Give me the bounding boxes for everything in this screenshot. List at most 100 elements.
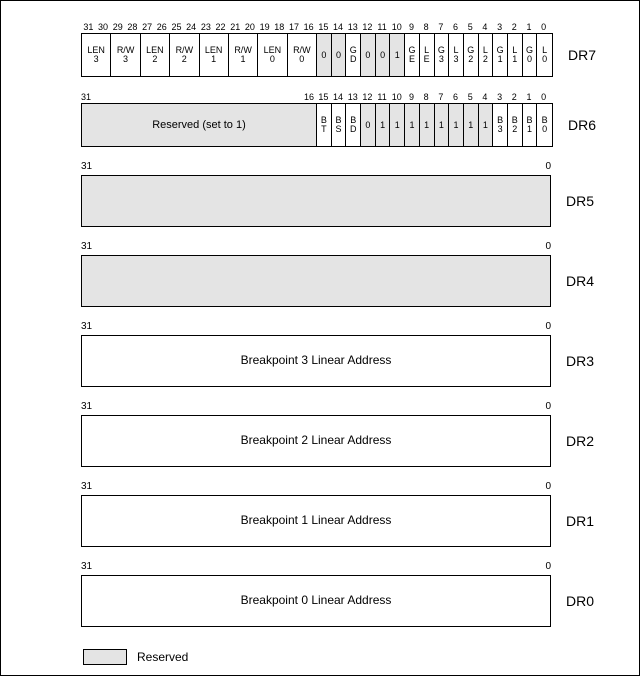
dr7-field: LEN0: [258, 34, 287, 76]
dr5-register: [81, 175, 551, 227]
register-label: Breakpoint 1 Linear Address: [82, 496, 550, 546]
dr7-field: LE: [420, 34, 435, 76]
dr6-field: 1: [435, 104, 450, 146]
bit-index: 0: [536, 21, 551, 33]
bit-index-range: 310: [81, 161, 551, 175]
bit-index: 2: [507, 21, 522, 33]
dr6-register: Reserved (set to 1)BTBSBD011111111B3B2B1…: [81, 103, 553, 147]
bit-index: 27: [140, 21, 155, 33]
dr6-field: 1: [449, 104, 464, 146]
dr6-field: 1: [420, 104, 435, 146]
dr7-field: 0: [376, 34, 391, 76]
bit-index: 15: [316, 91, 331, 103]
dr3-register: Breakpoint 3 Linear Address: [81, 335, 551, 387]
dr7-field: L1: [508, 34, 523, 76]
dr2-register: Breakpoint 2 Linear Address: [81, 415, 551, 467]
dr7-field: 1: [390, 34, 405, 76]
bit-index: 4: [478, 91, 493, 103]
bit-index: 5: [463, 91, 478, 103]
bit-index: 10: [389, 91, 404, 103]
bit-index: 12: [360, 91, 375, 103]
dr0-name: DR0: [551, 593, 601, 609]
bit-index: 19: [257, 21, 272, 33]
dr7-field: GD: [346, 34, 361, 76]
dr7-field: L0: [537, 34, 552, 76]
dr6-field: 1: [376, 104, 391, 146]
bit-index: 12: [360, 21, 375, 33]
bit-index-range: 310: [81, 241, 551, 255]
dr7-field: G2: [464, 34, 479, 76]
bit-index: 8: [419, 21, 434, 33]
dr7-field: G3: [435, 34, 450, 76]
dr6-field: Reserved (set to 1): [82, 104, 317, 146]
dr7-field: G1: [493, 34, 508, 76]
dr1-register: Breakpoint 1 Linear Address: [81, 495, 551, 547]
dr7-field: L2: [479, 34, 494, 76]
bit-index-range: 310: [81, 321, 551, 335]
dr6-bit-scale: 31161514131211109876543210: [81, 91, 551, 103]
bit-index: 11: [375, 21, 390, 33]
bit-index: 2: [507, 91, 522, 103]
bit-index-range: 310: [81, 561, 551, 575]
bit-index: 7: [434, 91, 449, 103]
dr6-field: BS: [332, 104, 347, 146]
dr2-name: DR2: [551, 433, 601, 449]
bit-index: 17: [287, 21, 302, 33]
bit-index: 23: [199, 21, 214, 33]
bit-index: 6: [448, 21, 463, 33]
legend-swatch: [83, 649, 127, 665]
bit-index: 6: [448, 91, 463, 103]
dr0-register: Breakpoint 0 Linear Address: [81, 575, 551, 627]
dr7-field: R/W1: [229, 34, 258, 76]
dr6-field: 1: [464, 104, 479, 146]
dr6-field: BT: [317, 104, 332, 146]
dr7-field: LEN3: [82, 34, 111, 76]
register-label: Breakpoint 0 Linear Address: [82, 576, 550, 626]
dr6-field: B1: [523, 104, 538, 146]
dr7-field: L3: [449, 34, 464, 76]
dr7-name: DR7: [553, 47, 603, 63]
dr7-field: R/W3: [111, 34, 140, 76]
dr6-field: 1: [390, 104, 405, 146]
bit-index: 30: [96, 21, 111, 33]
bit-index: 9: [404, 91, 419, 103]
bit-index: 4: [478, 21, 493, 33]
dr6-field: B0: [537, 104, 552, 146]
bit-index: 28: [125, 21, 140, 33]
bit-index: 11: [375, 91, 390, 103]
bit-index: 3: [492, 21, 507, 33]
dr7-register: LEN3R/W3LEN2R/W2LEN1R/W1LEN0R/W000GD001G…: [81, 33, 553, 77]
bit-index: 10: [389, 21, 404, 33]
bit-index: 3: [492, 91, 507, 103]
bit-index: 15: [316, 21, 331, 33]
dr7-field: LEN2: [141, 34, 170, 76]
dr6-field: 1: [479, 104, 494, 146]
bit-index: 20: [243, 21, 258, 33]
dr7-field: G0: [523, 34, 538, 76]
dr7-field: 0: [332, 34, 347, 76]
legend-label: Reserved: [137, 650, 188, 664]
bit-index: 14: [331, 91, 346, 103]
register-label: Breakpoint 3 Linear Address: [82, 336, 550, 386]
register-label: [82, 176, 550, 226]
bit-index: 9: [404, 21, 419, 33]
register-label: Breakpoint 2 Linear Address: [82, 416, 550, 466]
bit-index: 18: [272, 21, 287, 33]
bit-index: 0: [536, 91, 551, 103]
dr7-field: R/W2: [170, 34, 199, 76]
dr6-field: 0: [361, 104, 376, 146]
bit-index-range: 3116: [81, 91, 316, 103]
dr3-name: DR3: [551, 353, 601, 369]
dr4-register: [81, 255, 551, 307]
dr6-name: DR6: [553, 117, 603, 133]
bit-index: 14: [331, 21, 346, 33]
legend: Reserved: [83, 649, 188, 665]
dr5-name: DR5: [551, 193, 601, 209]
dr7-field: 0: [317, 34, 332, 76]
dr6-field: BD: [346, 104, 361, 146]
bit-index: 31: [81, 21, 96, 33]
bit-index: 22: [213, 21, 228, 33]
bit-index: 16: [301, 21, 316, 33]
dr7-field: LEN1: [200, 34, 229, 76]
bit-index: 29: [110, 21, 125, 33]
